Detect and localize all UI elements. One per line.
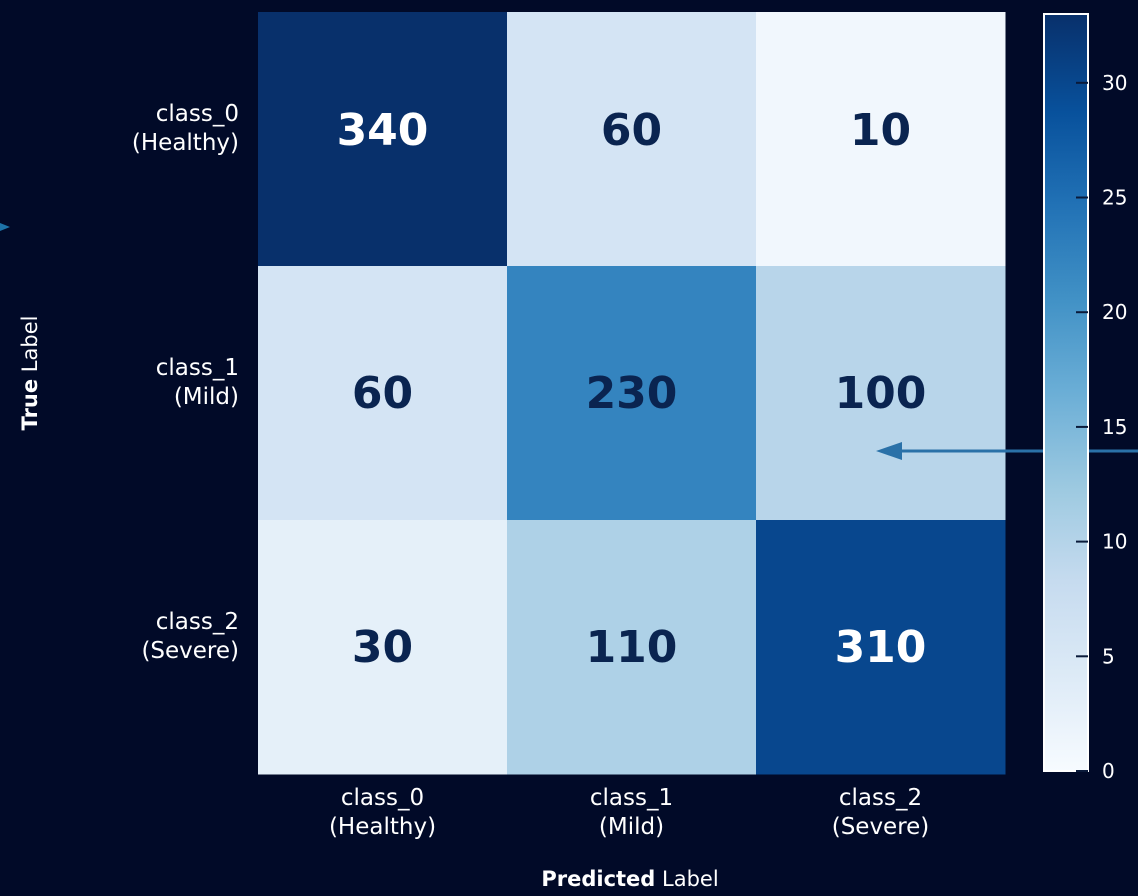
y-tick-label: class_2	[156, 609, 239, 635]
heatmap-cell-r2-c1	[507, 520, 757, 775]
cell-value-label: 100	[835, 368, 927, 419]
heatmap-cell-r1-c2	[756, 266, 1006, 521]
cell-value-label: 60	[601, 105, 662, 156]
colorbar	[1043, 13, 1089, 772]
annotation-arrow-head-icon	[876, 442, 902, 460]
y-tick-label: class_0	[156, 101, 239, 127]
left-arrow-hint-icon	[0, 223, 10, 231]
colorbar-tick-label: 25	[1102, 186, 1127, 210]
cell-value-label: 110	[586, 622, 678, 673]
y-tick-label: (Healthy)	[132, 130, 239, 156]
y-tick-label: (Mild)	[174, 384, 239, 410]
heatmap-cell-r0-c2	[756, 12, 1006, 267]
cell-value-label: 340	[337, 105, 429, 156]
y-tick-labels: class_0 (Healthy) class_1 (Mild) class_2 (Sev…	[132, 101, 239, 664]
x-tick-label: class_0	[341, 785, 424, 811]
colorbar-tick-label: 30	[1102, 71, 1127, 95]
heatmap-cell-r2-c0	[258, 520, 508, 775]
cell-value-label: 30	[352, 622, 413, 673]
x-axis-label-rest: Label	[655, 867, 718, 891]
x-tick-label: (Mild)	[599, 814, 664, 840]
y-axis-label-bold: True	[18, 379, 42, 431]
x-tick-label: class_1	[590, 785, 673, 811]
cell-value-label: 230	[586, 368, 678, 419]
colorbar-tick-label: 20	[1102, 300, 1127, 324]
cell-value-label: 310	[835, 622, 927, 673]
cell-value-label: 60	[352, 368, 413, 419]
x-axis-label-bold: Predicted	[541, 867, 655, 891]
colorbar-tick-label: 15	[1102, 415, 1127, 439]
y-axis-label-rest: Label	[18, 316, 42, 379]
x-tick-label: (Severe)	[832, 814, 930, 840]
cell-value-label: 10	[850, 105, 911, 156]
heatmap-cell-r1-c1	[507, 266, 757, 521]
colorbar-tick-label: 5	[1102, 644, 1115, 668]
y-tick-label: (Severe)	[141, 638, 239, 664]
x-tick-label: (Healthy)	[329, 814, 436, 840]
colorbar-ticks: 0 5 10 15 20 25 30	[1076, 71, 1127, 783]
cells-layer: 340 60 10 60 230 100 30 110 310	[258, 12, 1006, 775]
x-tick-labels: class_0 (Healthy) class_1 (Mild) class_2 (Sev…	[329, 785, 929, 840]
y-axis-label: True Label	[18, 316, 42, 431]
x-axis-label: Predicted Label	[541, 867, 718, 891]
heatmap-cell-r0-c1	[507, 12, 757, 267]
colorbar-tick-label: 0	[1102, 759, 1115, 783]
x-tick-label: class_2	[839, 785, 922, 811]
y-tick-label: class_1	[156, 355, 239, 381]
heatmap-cell-r0-c0	[258, 12, 508, 267]
heatmap-cell-r1-c0	[258, 266, 508, 521]
heatmap-cell-r2-c2	[756, 520, 1006, 775]
colorbar-tick-label: 10	[1102, 530, 1127, 554]
